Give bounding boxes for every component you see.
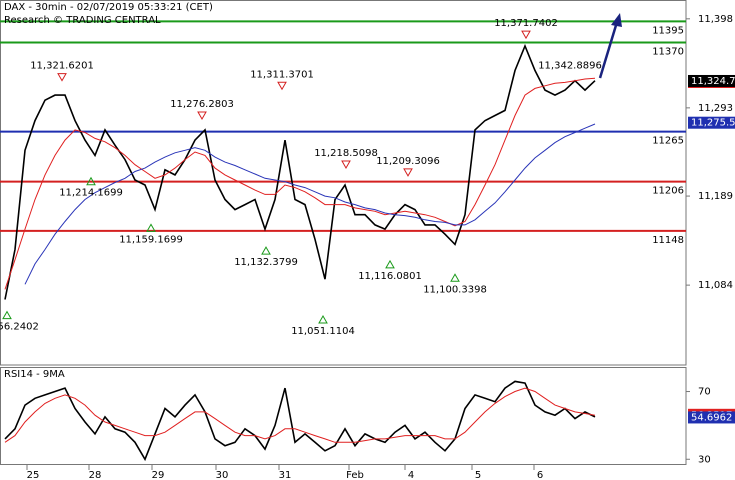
low-label: 11,051.1104 <box>291 326 355 337</box>
chart-subtitle: Research © TRADING CENTRAL <box>4 15 161 26</box>
low-marker <box>261 246 271 255</box>
y-tick-label: 11,084 <box>698 280 733 291</box>
level-label: 11265 <box>652 136 684 147</box>
high-label: 11,371.7402 <box>494 18 558 29</box>
plot-layer: 11,321.6201 11,276.2803 11,311.3701 11,218.… <box>0 18 686 462</box>
forecast-arrow <box>598 21 619 79</box>
high-label: 11,218.5098 <box>314 148 378 159</box>
price-label: 11,342.8896 <box>538 61 602 72</box>
low-marker <box>450 273 460 282</box>
high-marker <box>57 73 67 82</box>
series-line <box>24 123 596 285</box>
high-label: 11,276.2803 <box>170 99 234 110</box>
chart-title: DAX - 30min - 02/07/2019 05:33:21 (CET) <box>4 2 213 13</box>
price-panel-frame <box>0 0 687 366</box>
low-label: 11,056.2402 <box>0 322 39 333</box>
y-tick-label: 30 <box>698 454 711 465</box>
panel <box>4 380 596 462</box>
y-tick-label: 70 <box>698 387 711 398</box>
price-tag-label: 54.6962 <box>691 412 732 423</box>
low-label: 11,214.1699 <box>59 188 123 199</box>
price-tag-label: 11,275.5 <box>691 118 735 129</box>
x-tick-label: 6 <box>537 470 543 480</box>
high-label: 11,321.6201 <box>30 61 94 72</box>
x-tick-label: 4 <box>408 470 414 480</box>
level-label: 11206 <box>652 186 684 197</box>
x-tick-label: Feb <box>346 470 364 480</box>
price-tag-label: 11,324.7 <box>691 76 735 87</box>
panel: 11,321.6201 11,276.2803 11,311.3701 11,218.… <box>0 18 686 337</box>
x-tick-label: 30 <box>216 470 229 480</box>
high-label: 11,209.3096 <box>376 156 440 167</box>
low-marker <box>86 176 96 186</box>
high-marker <box>277 81 287 91</box>
price-tag <box>688 411 735 424</box>
x-tick-label: 25 <box>27 470 40 480</box>
x-tick-label: 31 <box>279 470 292 480</box>
high-marker <box>521 30 531 40</box>
low-marker <box>146 223 156 232</box>
level-label: 11395 <box>652 25 684 36</box>
high-marker <box>197 111 207 121</box>
rsi-title: RSI14 - 9MA <box>4 369 65 380</box>
low-label: 11,116.0801 <box>358 271 422 282</box>
high-marker <box>341 160 351 170</box>
x-tick-label: 5 <box>475 470 481 480</box>
low-label: 11,132.3799 <box>234 257 298 268</box>
y-tick-label: 11,398 <box>698 14 733 25</box>
low-label: 11,159.1699 <box>119 234 183 245</box>
low-label: 11,100.3398 <box>423 284 487 295</box>
price-tag <box>688 74 735 87</box>
forecast-arrow-head <box>611 13 622 27</box>
series-line <box>4 380 596 462</box>
x-tick-label: 28 <box>89 470 102 480</box>
x-tick-label: 29 <box>152 470 165 480</box>
high-marker <box>403 168 413 177</box>
level-label: 11370 <box>652 47 684 58</box>
series-line <box>4 43 596 300</box>
low-marker <box>318 315 328 324</box>
y-tick-label: 11,293 <box>698 103 733 114</box>
level-label: 11148 <box>652 235 684 246</box>
rsi-panel-frame <box>0 367 687 465</box>
low-marker <box>385 259 395 269</box>
series-line <box>4 77 596 290</box>
low-marker <box>2 310 12 320</box>
price-tag <box>688 116 735 129</box>
high-label: 11,311.3701 <box>250 69 314 80</box>
series-line <box>4 387 596 443</box>
y-tick-label: 11,189 <box>698 191 733 202</box>
